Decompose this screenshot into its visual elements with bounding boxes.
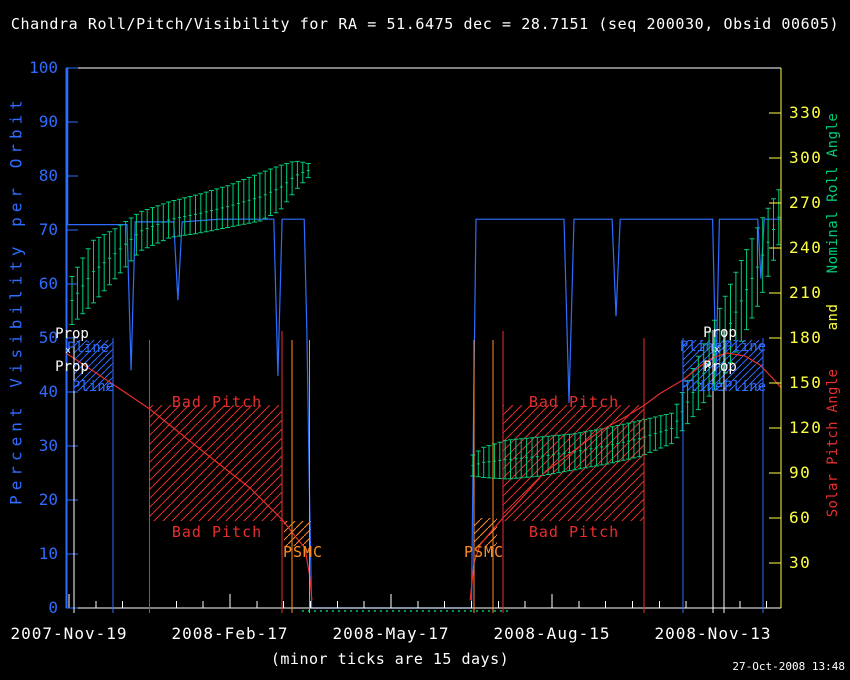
prop-label: Prop bbox=[55, 326, 89, 342]
prop-label: Prop bbox=[703, 359, 737, 375]
page-title: Chandra Roll/Pitch/Visibility for RA = 5… bbox=[10, 15, 840, 33]
right-tick-label: 300 bbox=[789, 148, 822, 167]
creation-timestamp: 27-Oct-2008 13:48 bbox=[732, 660, 845, 673]
psmc-window-hatch bbox=[284, 521, 311, 546]
nominal-roll-band-2-centers bbox=[471, 216, 781, 466]
pline-label: Pline bbox=[680, 339, 722, 355]
left-tick-label: 50 bbox=[39, 328, 58, 347]
left-tick-label: 70 bbox=[39, 220, 58, 239]
right-tick-label: 330 bbox=[789, 103, 822, 122]
right-tick-label: 240 bbox=[789, 238, 822, 257]
left-tick-label: 0 bbox=[48, 598, 58, 617]
left-tick-label: 80 bbox=[39, 166, 58, 185]
right-tick-label: 90 bbox=[789, 463, 811, 482]
right-tick-label: 120 bbox=[789, 418, 822, 437]
right-tick-label: 210 bbox=[789, 283, 822, 302]
x-tick-label: 2007-Nov-19 bbox=[11, 624, 128, 643]
psmc-label: PSMC bbox=[283, 543, 323, 561]
psmc-window-hatch bbox=[474, 518, 497, 546]
solar-pitch-curve bbox=[469, 352, 782, 601]
bad-pitch-label: Bad Pitch bbox=[529, 523, 619, 541]
left-tick-label: 10 bbox=[39, 544, 58, 563]
nominal-roll-band-1-centers bbox=[70, 170, 310, 301]
pline-label: Pline bbox=[724, 379, 766, 395]
prop-label: Prop bbox=[703, 325, 737, 341]
left-tick-label: 60 bbox=[39, 274, 58, 293]
right-tick-label: 60 bbox=[789, 508, 811, 527]
x-tick-label: 2008-Nov-13 bbox=[655, 624, 772, 643]
pline-label: Pline bbox=[681, 379, 723, 395]
right-tick-label: 150 bbox=[789, 373, 822, 392]
left-tick-label: 30 bbox=[39, 436, 58, 455]
bad-pitch-label: Bad Pitch bbox=[172, 393, 262, 411]
x-tick-label: 2008-Aug-15 bbox=[494, 624, 611, 643]
prop-label: Prop bbox=[55, 359, 89, 375]
left-tick-label: 20 bbox=[39, 490, 58, 509]
left-tick-label: 100 bbox=[29, 58, 58, 77]
right-tick-label: 270 bbox=[789, 193, 822, 212]
bad-pitch-label: Bad Pitch bbox=[172, 523, 262, 541]
pline-label: Pline bbox=[72, 379, 114, 395]
pline-label: Pline bbox=[724, 339, 766, 355]
left-tick-label: 40 bbox=[39, 382, 58, 401]
psmc-label: PSMC bbox=[464, 543, 504, 561]
pline-window-hatch bbox=[683, 340, 763, 391]
bad-pitch-hatch bbox=[150, 405, 282, 521]
left-tick-label: 90 bbox=[39, 112, 58, 131]
minor-ticks-note: (minor ticks are 15 days) bbox=[270, 650, 510, 668]
bad-pitch-label: Bad Pitch bbox=[529, 393, 619, 411]
bad-pitch-hatch bbox=[503, 405, 644, 521]
pline-window-hatch bbox=[74, 340, 113, 391]
pline-label: Pline bbox=[67, 340, 109, 356]
x-marker: x bbox=[714, 345, 720, 355]
right-tick-label: 30 bbox=[789, 553, 811, 572]
x-tick-label: 2008-Feb-17 bbox=[172, 624, 289, 643]
x-marker: x bbox=[65, 346, 71, 356]
x-marker: x bbox=[705, 361, 711, 371]
x-tick-label: 2008-May-17 bbox=[333, 624, 450, 643]
right-tick-label: 180 bbox=[789, 328, 822, 347]
solar-pitch-curve bbox=[65, 352, 313, 601]
